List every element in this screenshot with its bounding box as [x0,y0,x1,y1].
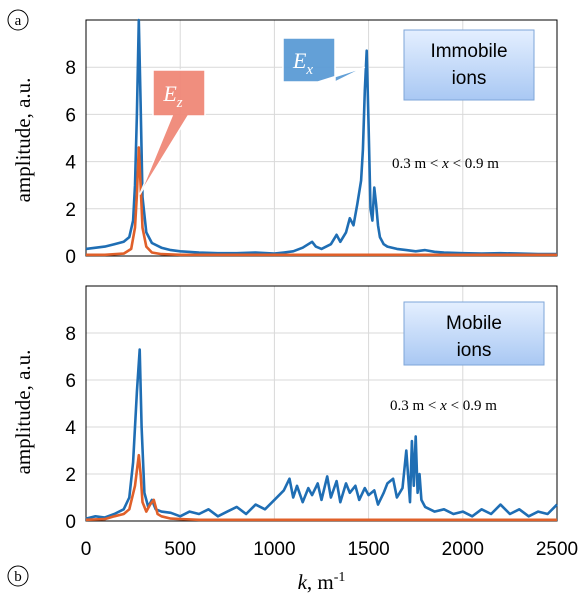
info-box-line-2: ions [452,68,487,89]
info-box-line-1: Immobile [430,41,507,62]
info-box-line-2: ions [457,340,492,361]
info-box [403,29,535,101]
y-tick-label: 2 [65,200,76,221]
y-tick-label: 0 [65,512,76,533]
y-tick-label: 0 [65,247,76,268]
callout-ex [282,37,366,84]
chart-panel-a: 0 2 4 6 8 amplitude, a.u. Immobile ions 0.3 m < … [7,9,558,268]
y-axis-label: amplitude, a.u. [11,350,35,475]
range-label: 0.3 m < x < 0.9 m [392,156,499,172]
info-box-line-1: Mobile [446,313,502,334]
callout-ez [139,69,206,196]
series-line-ez [85,453,557,522]
y-tick-label: 6 [65,371,76,392]
y-tick-label: 4 [65,153,76,174]
y-tick-label: 8 [65,58,76,79]
x-tick-label: 1000 [253,539,295,560]
x-tick-label: 1500 [347,539,389,560]
x-tick-label: 2500 [536,539,578,560]
y-tick-label: 4 [65,418,76,439]
panel-letter: a [15,13,22,29]
callout-label-ex: Ex [292,48,313,78]
info-box [403,301,545,366]
x-tick-label: 0 [81,539,92,560]
y-tick-label: 2 [65,465,76,486]
y-tick-label: 6 [65,105,76,126]
y-axis-label: amplitude, a.u. [11,78,35,203]
panel-letter-circle [7,565,29,587]
panel-letter-circle [7,9,29,31]
x-tick-label: 500 [164,539,196,560]
range-label: 0.3 m < x < 0.9 m [390,398,497,414]
series-line-ex [85,18,557,256]
x-tick-label: 2000 [442,539,484,560]
y-tick-label: 8 [65,324,76,345]
series-line-ez [86,146,557,257]
chart-panel-b: 0 2 4 6 8 0 500 1000 1500 2000 2500 amplitude, a.u.… [7,285,578,594]
panel-letter: b [14,569,22,585]
callout-label-ez: Ez [162,81,182,111]
x-axis-label: k, m-1 [298,570,346,594]
